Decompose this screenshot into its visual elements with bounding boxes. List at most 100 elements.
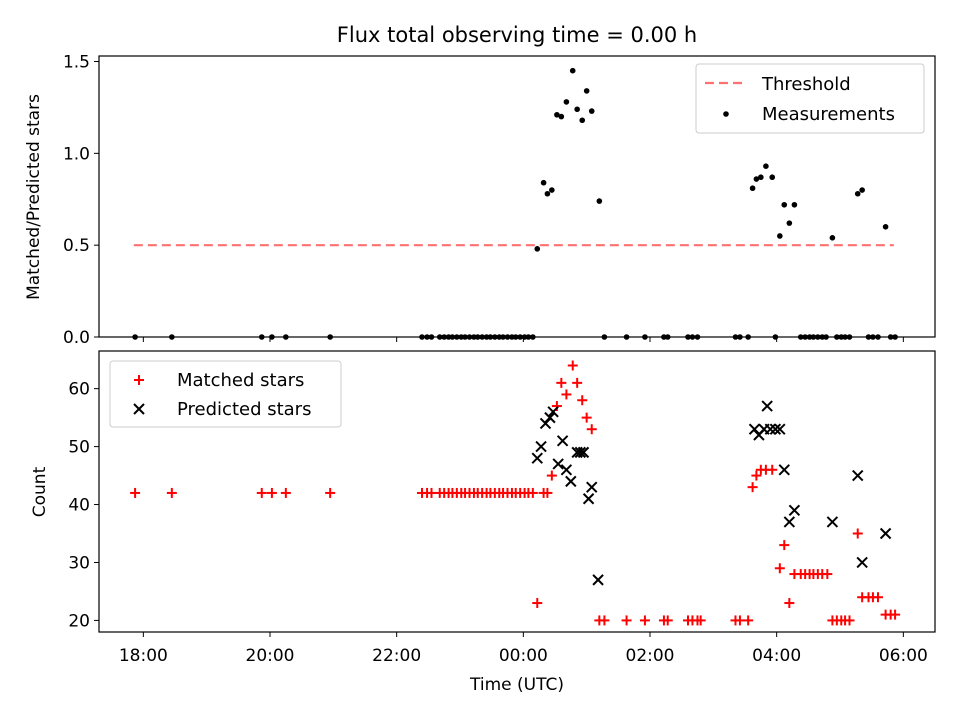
x-tick-label: 18:00 [119,646,168,666]
predicted-point [761,400,773,412]
measurement-point [689,334,696,340]
predicted-point-b [748,423,761,435]
top-y-tick-label: 0.5 [63,236,90,256]
measurement-point [865,334,872,340]
matched-point [586,424,597,435]
measurement-point [786,220,793,226]
predicted-point [764,423,777,435]
measurement-point [525,334,532,340]
matched-point [621,615,632,626]
measurement-point [753,176,760,182]
measurement-point [758,174,764,181]
measurement-point [474,334,481,340]
measurement-point [462,334,468,340]
measurement-point [763,163,769,169]
top-y-tick-label: 1.5 [63,53,90,73]
x-tick-label: 02:00 [626,646,675,666]
matched-point [546,470,557,481]
matched-point [130,487,141,498]
measurement-point [882,224,889,230]
predicted-point-b [586,481,598,493]
matched-point [639,615,650,626]
measurement-point [500,334,506,340]
chart-title: Flux total observing time = 0.00 h [337,23,697,47]
matched-point [844,615,855,626]
predicted-point-b [826,516,839,528]
measurement-point [558,113,565,120]
measurement-point [441,334,447,340]
measurement-point [419,334,425,340]
predicted-point [826,516,839,528]
measurement-point [769,174,776,181]
bottom-y-tick-label: 60 [68,380,90,400]
matched-point [542,487,553,498]
measurement-point [685,334,691,340]
predicted-point [774,423,786,435]
measurement-point [875,334,881,340]
matched-point [695,615,706,626]
predicted-point-b [582,493,595,505]
measurement-point [829,235,836,241]
matched-point [527,487,538,498]
measurement-point [530,334,536,340]
predicted-point-b [788,504,801,517]
measurement-point [588,108,595,114]
measurement-point [583,88,590,94]
matched-point [662,615,673,626]
measurement-point [797,334,804,340]
measurement-point [859,187,865,193]
matched-point [774,563,785,574]
matched-point [256,487,267,498]
measurement-point [269,334,275,340]
predicted-point-b [761,400,773,412]
measurement-point [479,334,485,340]
top-legend: Threshold Measurements [695,63,925,134]
measurement-points [132,67,898,340]
top-y-axis-label: Matched/Predicted stars [24,94,44,300]
matched-point [747,482,758,493]
measurement-point [540,179,547,186]
matched-point [567,360,578,371]
matched-point [779,540,790,551]
measurement-point [870,334,876,340]
legend-matched-label: Matched stars [177,370,304,391]
predicted-point [856,556,868,569]
predicted-point-b [574,446,587,459]
predicted-point-b [535,440,547,453]
predicted-point [556,435,569,447]
bottom-axes-frame [98,350,936,633]
matched-point [166,487,177,498]
measurement-point [504,334,511,340]
predicted-point [879,527,892,540]
legend-measurements-label: Measurements [762,104,895,125]
predicted-point [852,469,864,482]
measurement-point [823,334,829,340]
predicted-point [531,452,543,464]
x-tick-label: 04:00 [752,646,801,666]
predicted-point-b [769,423,782,435]
legend-matched-marker [134,375,144,385]
measurement-point [815,334,821,340]
measurement-point [563,99,570,105]
legend-predicted-label: Predicted stars [177,399,311,420]
measurement-point [749,185,756,192]
matched-point [852,528,863,539]
predicted-point-b [556,435,569,447]
measurement-point [436,334,443,340]
bottom-y-axis-label: Count [30,466,50,517]
x-tick-label: 20:00 [246,646,295,666]
measurement-point [169,334,175,340]
matched-point [266,487,277,498]
bottom-y-tick-label: 20 [68,611,90,631]
matched-point [577,395,588,406]
matched-point [784,598,795,609]
x-tick-label: 00:00 [499,646,548,666]
measurement-point [283,334,289,340]
measurement-point [664,334,671,340]
measurement-point [132,334,138,340]
x-axis-label: Time (UTC) [469,675,564,695]
measurement-point [745,334,751,340]
matched-point [581,412,592,423]
measurement-point [574,106,580,113]
